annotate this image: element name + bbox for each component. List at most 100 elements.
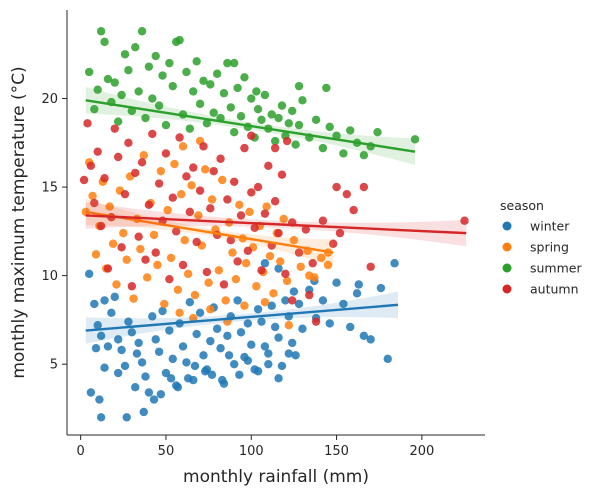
winter-point <box>224 351 234 360</box>
legend-label-spring: spring <box>530 240 569 255</box>
autumn-point <box>86 161 96 171</box>
autumn-point <box>189 163 198 172</box>
summer-point <box>189 87 198 96</box>
summer-point <box>223 58 232 68</box>
summer-point <box>192 57 201 66</box>
autumn-point <box>117 243 126 252</box>
winter-point <box>117 345 126 355</box>
summer-point <box>253 104 263 114</box>
autumn-point <box>83 119 92 128</box>
autumn-point <box>127 282 137 291</box>
spring-point <box>108 239 118 248</box>
autumn-point <box>148 129 157 139</box>
autumn-point <box>182 172 191 181</box>
autumn-point <box>270 197 280 206</box>
spring-point <box>183 269 193 279</box>
y-tick-label: 5 <box>50 358 58 373</box>
legend-marker-spring <box>502 242 512 252</box>
winter-point <box>274 374 283 383</box>
winter-point <box>233 296 242 305</box>
autumn-point <box>206 204 215 213</box>
summer-point <box>141 113 150 123</box>
summer-point <box>113 117 123 126</box>
summer-point <box>233 83 242 93</box>
summer-point <box>103 74 113 84</box>
legend-label-autumn: autumn <box>530 282 579 297</box>
autumn-point <box>151 248 160 257</box>
winter-point <box>253 367 263 376</box>
winter-point <box>359 331 369 341</box>
summer-point <box>267 110 276 119</box>
winter-point <box>216 344 225 353</box>
winter-point <box>139 407 148 417</box>
winter-point <box>352 289 362 298</box>
summer-point <box>230 58 239 68</box>
autumn-point <box>113 152 123 162</box>
summer-point <box>195 99 205 109</box>
summer-point <box>270 136 280 146</box>
autumn-point <box>311 317 321 326</box>
autumn-point <box>202 267 212 277</box>
summer-point <box>199 76 208 86</box>
spring-point <box>129 294 138 303</box>
x-tick-label: 100 <box>239 444 264 459</box>
legend: season winter spring summer autumn <box>500 198 582 297</box>
legend-marker-autumn <box>502 284 512 294</box>
autumn-point <box>209 166 218 176</box>
spring-point <box>194 211 203 220</box>
autumn-point <box>253 182 263 192</box>
autumn-point <box>226 236 235 245</box>
winter-point <box>178 342 188 351</box>
summer-point <box>110 78 119 87</box>
spring-point <box>296 262 305 271</box>
legend-marker-summer <box>502 263 512 273</box>
winter-point <box>243 356 253 365</box>
winter-point <box>185 297 195 307</box>
spring-point <box>153 260 162 270</box>
winter-point <box>260 342 270 351</box>
autumn-point <box>282 136 292 146</box>
winter-point <box>100 363 109 372</box>
autumn-point <box>175 133 184 142</box>
spring-point <box>207 195 217 204</box>
winter-point <box>148 312 157 321</box>
spring-point <box>218 175 227 185</box>
summer-point <box>322 83 331 93</box>
y-tick-label: 20 <box>41 92 58 107</box>
autumn-point <box>103 264 113 273</box>
summer-point <box>288 106 297 116</box>
spring-point <box>289 236 299 245</box>
winter-point <box>183 374 193 383</box>
autumn-point <box>332 182 341 192</box>
spring-point <box>160 299 169 309</box>
winter-point <box>91 344 101 353</box>
summer-point <box>137 27 147 36</box>
winter-point <box>332 278 341 287</box>
winter-point <box>190 361 200 371</box>
winter-point <box>86 388 96 397</box>
spring-point <box>175 308 184 318</box>
winter-point <box>264 349 273 358</box>
winter-point <box>339 299 348 309</box>
winter-point <box>100 296 109 305</box>
spring-point <box>221 296 230 305</box>
spring-point <box>241 259 251 268</box>
spring-point <box>142 273 152 282</box>
summer-point <box>359 151 369 160</box>
summer-point <box>230 127 239 137</box>
summer-point <box>346 126 355 135</box>
legend-label-summer: summer <box>530 261 582 276</box>
summer-point <box>240 73 249 82</box>
spring-point <box>269 289 278 298</box>
winter-point <box>243 319 253 328</box>
autumn-point <box>318 216 328 225</box>
winter-point <box>93 321 102 330</box>
summer-point <box>100 37 109 47</box>
winter-point <box>96 331 106 341</box>
winter-point <box>127 328 137 337</box>
summer-point <box>158 71 167 80</box>
winter-point <box>236 328 246 337</box>
winter-point <box>137 358 147 367</box>
winter-point <box>274 264 283 273</box>
